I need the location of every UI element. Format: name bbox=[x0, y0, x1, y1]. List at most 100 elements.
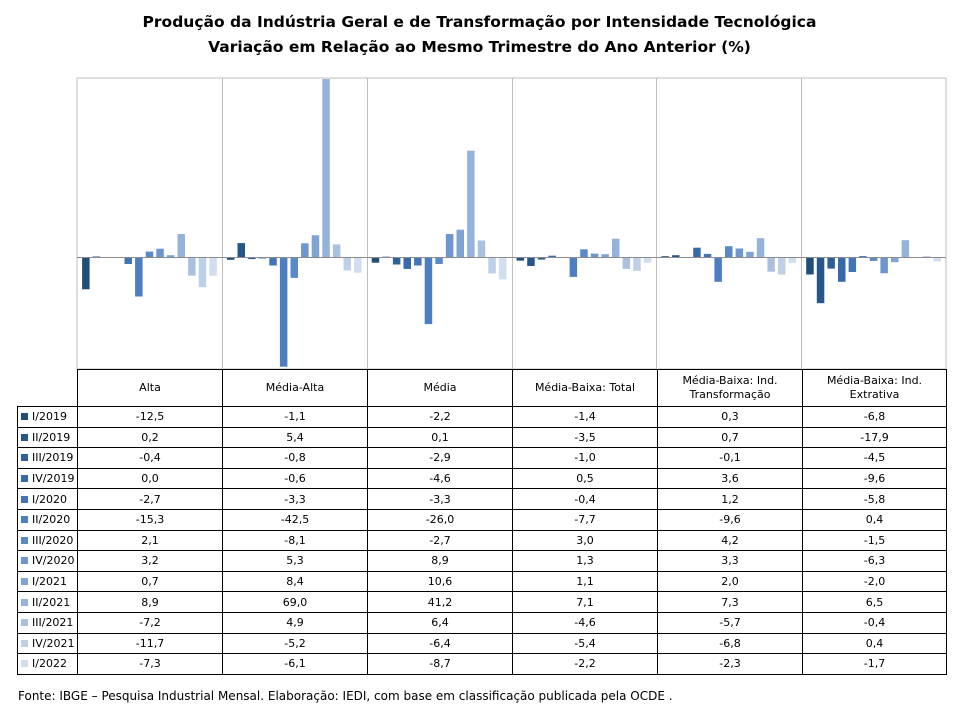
table-row: I/2021 0,7 8,4 10,6 1,1 2,0 -2,0 bbox=[17, 570, 947, 593]
legend-swatch bbox=[21, 557, 28, 565]
bar bbox=[135, 257, 143, 297]
data-label: -0,6 bbox=[222, 467, 368, 490]
bar bbox=[177, 234, 185, 257]
series-name: I/2022 bbox=[32, 657, 67, 671]
bar bbox=[548, 255, 556, 257]
table-row: IV/2019 0,0 -0,6 -4,6 0,5 3,6 -9,6 bbox=[17, 467, 947, 490]
data-label: -0,8 bbox=[222, 447, 368, 469]
legend-swatch bbox=[21, 433, 28, 441]
bar bbox=[672, 255, 680, 257]
bar bbox=[601, 254, 609, 257]
legend-swatch bbox=[21, 598, 28, 606]
bar bbox=[922, 256, 931, 257]
data-label: 0,1 bbox=[367, 426, 513, 449]
data-label: -9,6 bbox=[802, 467, 947, 490]
bar bbox=[767, 257, 775, 272]
series-name: II/2020 bbox=[32, 513, 71, 527]
table-corner bbox=[17, 369, 78, 407]
data-label: -2,9 bbox=[367, 447, 513, 469]
bar bbox=[869, 257, 878, 261]
bar bbox=[198, 257, 207, 288]
data-label: -0,4 bbox=[512, 488, 658, 510]
data-label: -1,5 bbox=[802, 529, 947, 552]
data-label: -3,3 bbox=[222, 488, 368, 510]
legend-swatch bbox=[21, 578, 28, 586]
table-row: II/2020 -15,3 -42,5 -26,0 -7,7 -9,6 0,4 bbox=[17, 508, 947, 531]
data-label: -2,0 bbox=[802, 570, 947, 593]
data-label: -5,2 bbox=[222, 632, 368, 655]
series-name: I/2021 bbox=[32, 575, 67, 589]
legend-swatch bbox=[21, 660, 28, 668]
data-label: 3,6 bbox=[657, 467, 803, 490]
bar bbox=[859, 256, 867, 257]
data-label: 1,1 bbox=[512, 570, 658, 593]
data-label: 1,2 bbox=[657, 488, 803, 510]
series-name: II/2021 bbox=[32, 595, 71, 609]
data-label: -7,2 bbox=[77, 611, 223, 634]
bar bbox=[156, 248, 164, 257]
legend-entry: II/2020 bbox=[17, 508, 78, 531]
bar bbox=[756, 238, 765, 257]
data-label: -8,7 bbox=[367, 653, 513, 675]
bar-chart bbox=[76, 77, 947, 369]
bar bbox=[145, 251, 154, 257]
data-label: -15,3 bbox=[77, 508, 223, 531]
chart-title: Produção da Indústria Geral e de Transfo… bbox=[142, 13, 817, 31]
column-header-line: Média-Alta bbox=[265, 381, 325, 394]
data-label: -6,8 bbox=[657, 632, 803, 655]
bar bbox=[848, 257, 857, 272]
table-header-row: Alta Média-Alta Média Média-Baixa: Total Méd… bbox=[17, 369, 947, 407]
bar bbox=[827, 257, 835, 269]
bar bbox=[901, 240, 910, 257]
bar bbox=[188, 257, 196, 276]
legend-entry: IV/2019 bbox=[17, 467, 78, 490]
legend-swatch bbox=[21, 413, 28, 421]
data-label: 3,0 bbox=[512, 529, 658, 552]
bar bbox=[537, 257, 546, 260]
data-label: -4,6 bbox=[512, 611, 658, 634]
legend-swatch bbox=[21, 475, 28, 483]
data-label: -3,5 bbox=[512, 426, 658, 449]
data-label: -6,8 bbox=[802, 406, 947, 428]
table-row: III/2021 -7,2 4,9 6,4 -4,6 -5,7 -0,4 bbox=[17, 611, 947, 634]
data-label: 1,3 bbox=[512, 550, 658, 572]
legend-entry: II/2021 bbox=[17, 591, 78, 613]
plot-area-border bbox=[76, 77, 947, 369]
bar bbox=[693, 247, 701, 257]
bar bbox=[82, 257, 90, 290]
table-row: I/2019 -12,5 -1,1 -2,2 -1,4 0,3 -6,8 bbox=[17, 406, 947, 428]
data-label: 5,4 bbox=[222, 426, 368, 449]
series-name: IV/2020 bbox=[32, 554, 75, 568]
bar bbox=[456, 229, 464, 257]
bar bbox=[778, 257, 786, 275]
data-label: -2,7 bbox=[367, 529, 513, 552]
table-row: IV/2021 -11,7 -5,2 -6,4 -5,4 -6,8 0,4 bbox=[17, 632, 947, 655]
series-name: II/2019 bbox=[32, 430, 71, 444]
legend-swatch bbox=[21, 639, 28, 647]
data-label: 0,0 bbox=[77, 467, 223, 490]
data-label: 6,4 bbox=[367, 611, 513, 634]
data-label: -26,0 bbox=[367, 508, 513, 531]
data-label: -0,4 bbox=[802, 611, 947, 634]
bar bbox=[166, 255, 175, 257]
bar bbox=[424, 257, 433, 325]
bar bbox=[322, 79, 330, 257]
data-label: -6,4 bbox=[367, 632, 513, 655]
bar bbox=[661, 256, 669, 257]
table-row: I/2020 -2,7 -3,3 -3,3 -0,4 1,2 -5,8 bbox=[17, 488, 947, 510]
column-header: Média-Alta bbox=[222, 369, 368, 407]
data-label: -17,9 bbox=[802, 426, 947, 449]
bar bbox=[891, 257, 899, 263]
bar bbox=[498, 257, 507, 280]
data-label: -4,5 bbox=[802, 447, 947, 469]
bar bbox=[269, 257, 277, 266]
bar bbox=[816, 257, 825, 304]
series-name: IV/2021 bbox=[32, 636, 75, 650]
data-label: 4,2 bbox=[657, 529, 803, 552]
data-label: 3,3 bbox=[657, 550, 803, 572]
column-header: Média-Baixa: Ind. Extrativa bbox=[802, 369, 947, 407]
legend-entry: IV/2021 bbox=[17, 632, 78, 655]
data-label: 10,6 bbox=[367, 570, 513, 593]
data-label: -6,1 bbox=[222, 653, 368, 675]
data-label: -1,0 bbox=[512, 447, 658, 469]
